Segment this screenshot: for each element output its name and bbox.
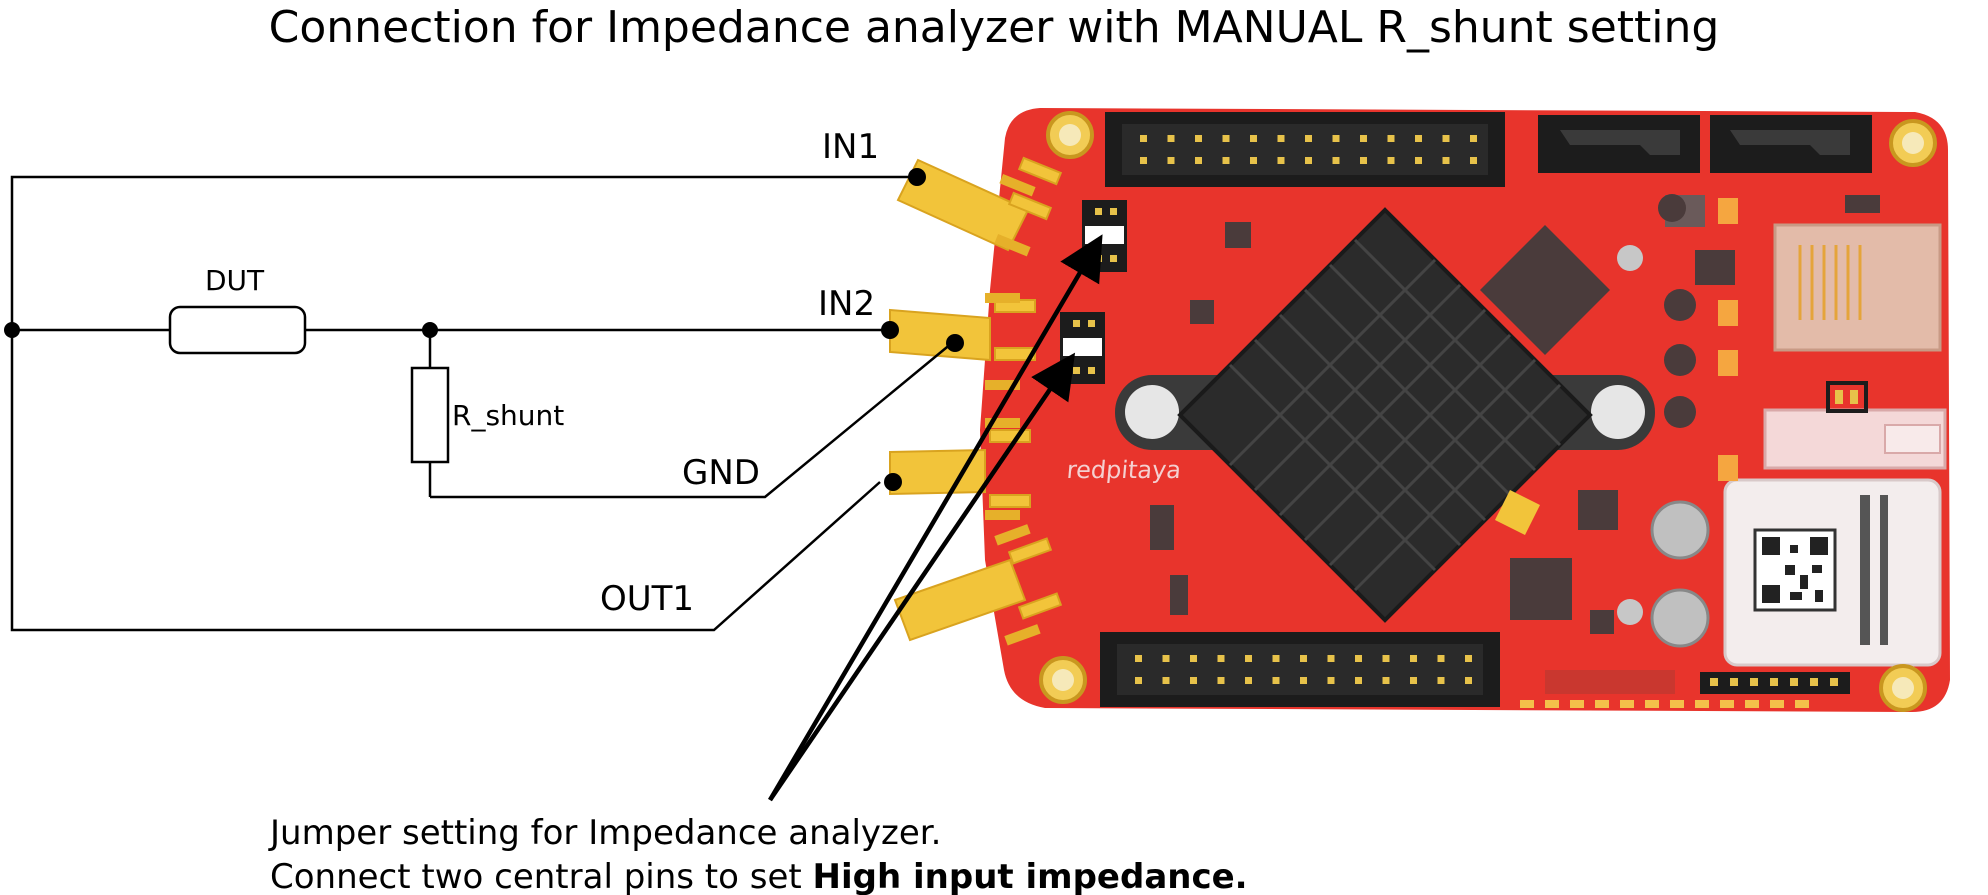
junction-dots xyxy=(4,168,964,491)
header-pin xyxy=(1217,655,1225,662)
header-pin xyxy=(1327,677,1335,684)
board-brand-logo: redpitaya xyxy=(1066,456,1183,484)
note-line-2-bold: High input impedance. xyxy=(813,857,1248,895)
header-pin xyxy=(1360,135,1367,142)
sma-out2-connector xyxy=(893,537,1063,642)
note-line-2: Connect two central pins to set High inp… xyxy=(270,857,1248,895)
header-pin xyxy=(1332,157,1340,164)
chip xyxy=(1510,558,1572,620)
heatsink xyxy=(1177,207,1593,623)
header-pin xyxy=(1305,135,1312,142)
diagram-title: Connection for Impedance analyzer with M… xyxy=(269,2,1720,53)
header-pin xyxy=(1360,157,1367,164)
header-pin xyxy=(1135,677,1142,684)
header-pin xyxy=(1305,157,1312,164)
header-pin xyxy=(1470,157,1477,164)
header-pin xyxy=(1387,135,1395,142)
header-pin xyxy=(1162,677,1170,684)
header-pin xyxy=(1195,135,1202,142)
header-pin xyxy=(1245,655,1252,662)
label-in1: IN1 xyxy=(822,127,879,167)
header-pin xyxy=(1217,677,1225,684)
redpitaya-board: redpitaya xyxy=(889,108,1950,712)
wires xyxy=(10,175,953,632)
header-pin xyxy=(1327,655,1335,662)
header-pin xyxy=(1250,135,1257,142)
header-pin xyxy=(1332,135,1340,142)
jumper-arrows xyxy=(768,234,1103,802)
header-pin xyxy=(1190,655,1197,662)
header-pin xyxy=(1415,157,1422,164)
header-pin xyxy=(1355,655,1362,662)
note-line-1: Jumper setting for Impedance analyzer. xyxy=(268,813,941,853)
label-gnd: GND xyxy=(682,453,760,493)
header-pin xyxy=(1222,157,1230,164)
header-pin xyxy=(1470,135,1477,142)
header-pin xyxy=(1195,157,1202,164)
header-pin xyxy=(1277,157,1285,164)
header-pin xyxy=(1442,135,1450,142)
dut-component xyxy=(168,305,307,355)
header-pin xyxy=(1167,157,1175,164)
arrow-to-jumper-in1 xyxy=(768,234,1103,802)
header-pin xyxy=(1415,135,1422,142)
header-pin xyxy=(1410,655,1417,662)
header-pin xyxy=(1140,157,1147,164)
sma-in2-connector xyxy=(889,299,1036,362)
header-pin xyxy=(1245,677,1252,684)
header-pin xyxy=(1272,655,1280,662)
label-out1: OUT1 xyxy=(600,579,694,619)
header-pin xyxy=(1300,655,1307,662)
arrow-to-jumper-in2 xyxy=(768,352,1076,802)
fpga-chip xyxy=(1480,225,1610,355)
header-pin xyxy=(1410,677,1417,684)
r-shunt-component xyxy=(410,366,450,464)
label-r-shunt: R_shunt xyxy=(452,399,564,432)
wire-in1 xyxy=(10,175,912,632)
ethernet-port xyxy=(1773,223,1942,352)
header-pin xyxy=(1167,135,1175,142)
label-dut: DUT xyxy=(205,264,265,297)
wire-gnd xyxy=(430,342,953,499)
header-pin xyxy=(1222,135,1230,142)
header-pin xyxy=(1250,157,1257,164)
header-pin xyxy=(1382,677,1390,684)
header-pin xyxy=(1382,655,1390,662)
header-pin xyxy=(1437,655,1445,662)
header-pin xyxy=(1465,655,1472,662)
header-pin xyxy=(1277,135,1285,142)
header-pin xyxy=(1140,135,1147,142)
header-pin xyxy=(1190,677,1197,684)
header-pin xyxy=(1465,677,1472,684)
header-pin xyxy=(1300,677,1307,684)
header-pin xyxy=(1355,677,1362,684)
header-pin xyxy=(1437,677,1445,684)
header-pin xyxy=(1272,677,1280,684)
header-pin xyxy=(1442,157,1450,164)
label-in2: IN2 xyxy=(818,284,875,324)
header-pin xyxy=(1135,655,1142,662)
sma-in1-connector xyxy=(896,156,1063,252)
header-pin xyxy=(1162,655,1170,662)
header-pin xyxy=(1387,157,1395,164)
note-line-2-text: Connect two central pins to set xyxy=(270,857,813,895)
